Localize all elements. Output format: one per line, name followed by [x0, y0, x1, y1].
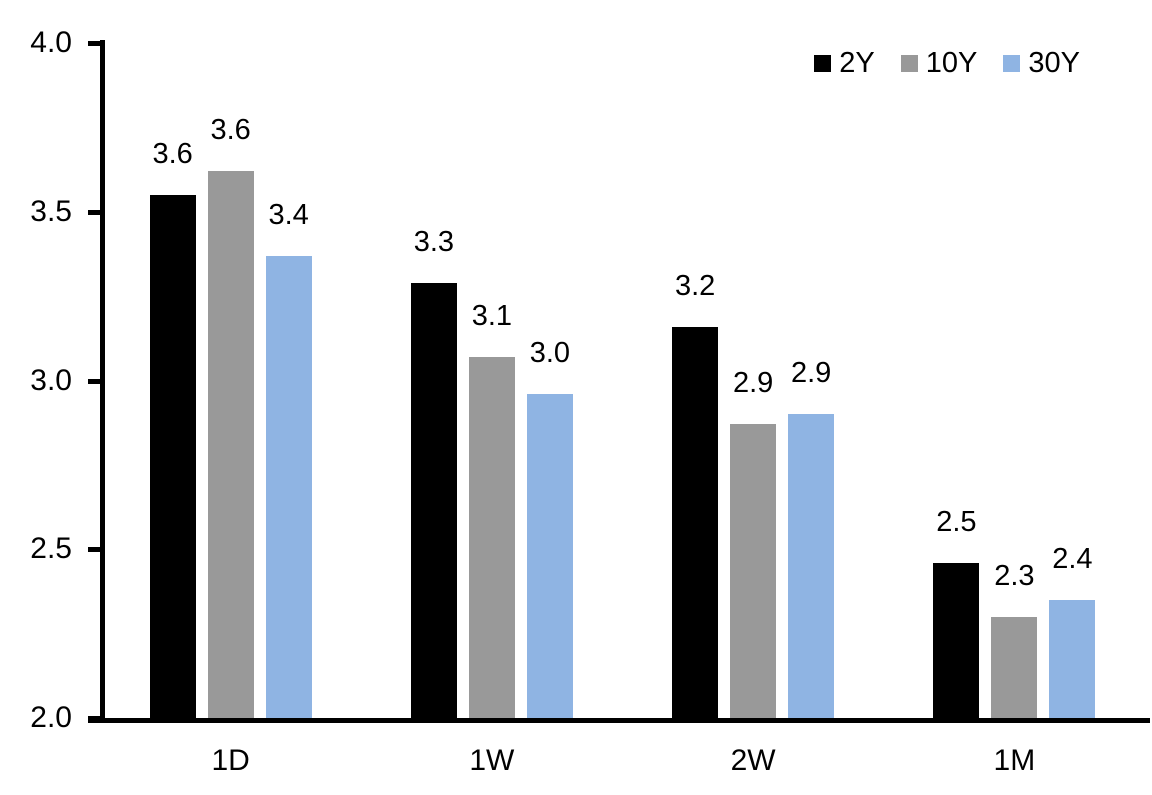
- bar-30Y-1W: [526, 394, 573, 718]
- y-tick-mark: [88, 547, 100, 553]
- legend-item-2Y: 2Y: [814, 46, 875, 80]
- bar-30Y-2W: [788, 414, 835, 718]
- y-tick-mark: [88, 378, 100, 384]
- bar-value-label: 3.0: [529, 337, 571, 369]
- y-tick-label: 2.0: [30, 701, 72, 734]
- bar-30Y-1M: [1049, 599, 1096, 718]
- legend-swatch-30Y-icon: [1003, 54, 1021, 72]
- bar-10Y-2W: [730, 424, 777, 718]
- bar-30Y-1D: [265, 255, 312, 718]
- y-tick-label: 2.5: [30, 532, 72, 566]
- x-category-label-1M: 1M: [993, 744, 1036, 777]
- bar-value-label: 3.4: [268, 198, 309, 231]
- y-tick-label: 3.0: [30, 363, 72, 397]
- x-category-label-1D: 1D: [211, 744, 250, 777]
- bar-2Y-1W: [410, 282, 457, 718]
- bar-value-label: 2.9: [732, 367, 774, 400]
- bar-2Y-2W: [672, 326, 719, 718]
- x-category-label-1W: 1W: [469, 744, 515, 777]
- bar-value-label: 2.4: [1052, 542, 1093, 575]
- y-tick-mark: [88, 209, 100, 215]
- legend-swatch-10Y-icon: [900, 54, 918, 72]
- bar-value-label: 3.6: [210, 114, 251, 147]
- x-category-label-2W: 2W: [730, 744, 776, 777]
- bar-value-label: 3.6: [152, 137, 193, 170]
- legend-label: 10Y: [925, 47, 978, 79]
- bar-10Y-1D: [207, 171, 254, 718]
- bar-value-label: 2.9: [790, 357, 832, 390]
- legend-label: 2Y: [839, 47, 875, 79]
- legend-label: 30Y: [1028, 47, 1080, 79]
- bar-2Y-1D: [149, 194, 196, 718]
- bar-value-label: 3.1: [471, 299, 513, 332]
- legend-swatch-2Y-icon: [814, 54, 832, 72]
- legend: 2Y 10Y 30Y: [814, 46, 1080, 80]
- bar-value-label: 2.3: [994, 559, 1035, 592]
- y-axis-line: [100, 40, 105, 723]
- legend-item-30Y: 30Y: [1003, 46, 1080, 80]
- bar-2Y-1M: [933, 562, 980, 718]
- x-axis-line: [88, 718, 1150, 723]
- legend-item-10Y: 10Y: [900, 46, 978, 80]
- y-tick-label: 3.5: [30, 194, 72, 228]
- bar-value-label: 3.2: [674, 269, 716, 302]
- bar-10Y-1W: [468, 356, 515, 718]
- y-tick-mark: [88, 41, 100, 46]
- bar-10Y-1M: [991, 616, 1038, 718]
- y-tick-label: 4.0: [30, 26, 72, 59]
- bar-value-label: 2.5: [936, 505, 977, 538]
- bar-value-label: 3.3: [413, 225, 455, 258]
